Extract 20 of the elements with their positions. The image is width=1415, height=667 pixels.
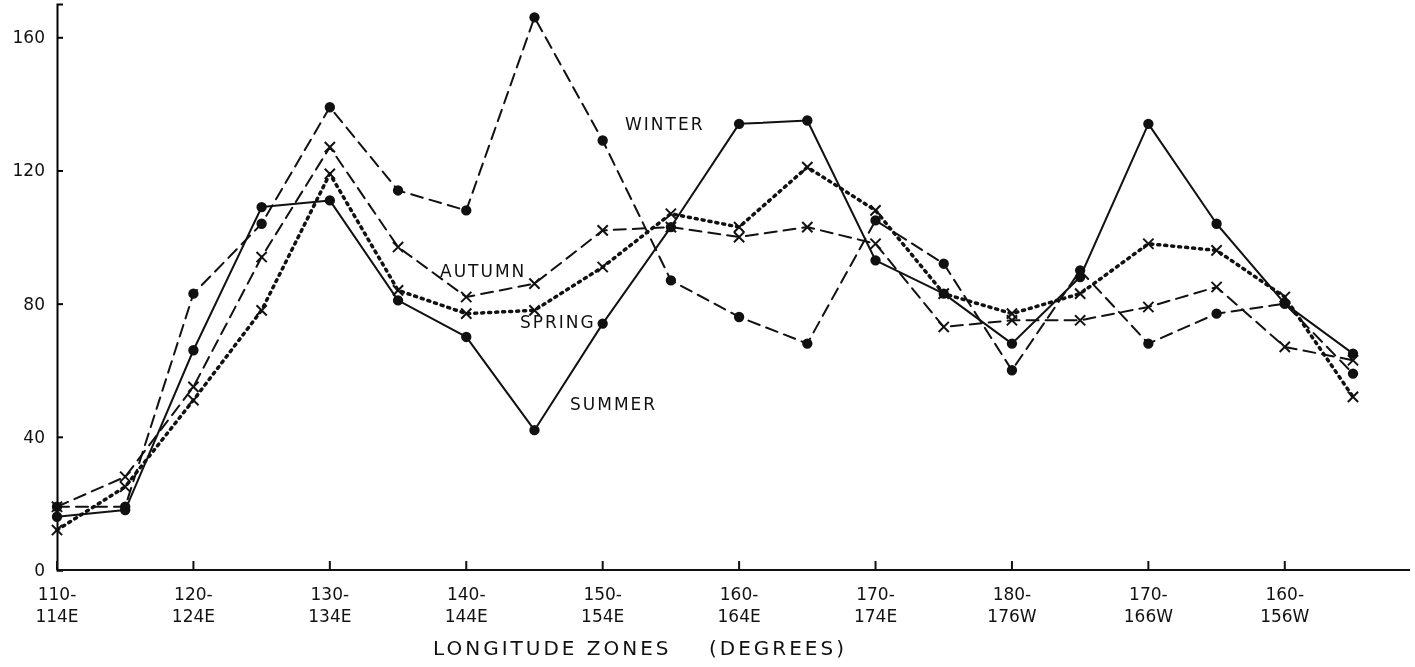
series-label: WINTER <box>625 114 705 134</box>
y-tick-label: 80 <box>23 293 45 314</box>
series-label: SPRING <box>520 312 596 332</box>
y-tick-label: 40 <box>23 426 45 447</box>
x-tick-label: 140-144E <box>444 584 488 626</box>
x-tick-label: 150-154E <box>581 584 625 626</box>
y-tick-label: 120 <box>12 160 45 181</box>
x-tick-label: 120-124E <box>171 584 216 626</box>
y-tick-label: 0 <box>34 559 45 580</box>
x-tick-label: 160-164E <box>717 584 761 626</box>
series-label: AUTUMN <box>440 261 527 281</box>
x-tick-label: 170-174E <box>853 584 898 626</box>
x-tick-label: 170-166W <box>1123 584 1174 626</box>
x-tick-label: 160-156W <box>1260 584 1310 626</box>
x-tick-label: 130-134E <box>308 584 352 626</box>
x-axis-title: LONGITUDE ZONES (DEGREES) <box>433 636 847 660</box>
x-tick-label: 110-114E <box>35 584 79 626</box>
x-tick-label: 180-176W <box>987 584 1037 626</box>
series-label: SUMMER <box>570 394 658 414</box>
y-tick-label: 160 <box>12 27 45 48</box>
